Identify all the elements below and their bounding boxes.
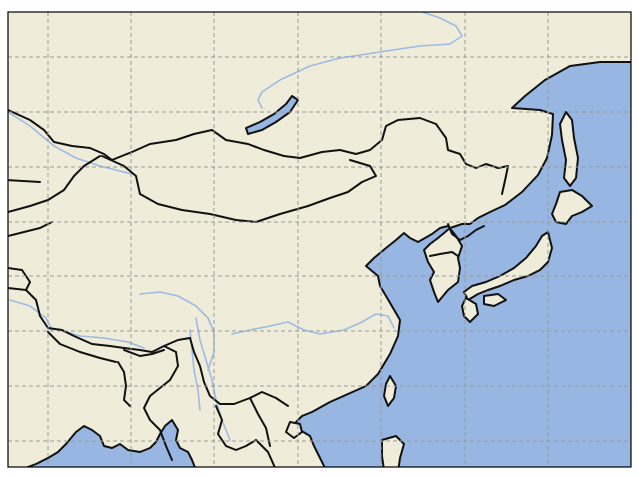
island-sakhalin [559, 111, 579, 187]
island-luzon [381, 435, 405, 467]
island-kyushu [461, 297, 479, 323]
gridlines [8, 12, 631, 467]
map-frame [7, 11, 632, 468]
island-hokkaido [551, 189, 593, 225]
border-russia-south [8, 109, 509, 195]
border-myanmar [143, 345, 179, 461]
border-kyrgyzstan [8, 221, 53, 237]
lake-baikal [245, 95, 299, 135]
border-korea-north [447, 223, 485, 241]
border-kazakhstan [8, 155, 101, 213]
lake-balkhash [8, 179, 41, 183]
border-bangladesh [117, 361, 131, 407]
river-amur [257, 12, 463, 109]
border-central-asia [8, 267, 31, 291]
border-china-west [25, 289, 191, 353]
river-yangtze [231, 313, 395, 335]
border-korea-split [429, 251, 459, 257]
island-shikoku [483, 293, 507, 307]
river-ob [8, 111, 133, 175]
border-vietnam [249, 397, 271, 447]
border-nepal [47, 331, 117, 363]
border-laos [189, 337, 289, 407]
border-bhutan [123, 349, 165, 357]
border-thailand [215, 405, 276, 467]
river-ganges [59, 329, 145, 349]
